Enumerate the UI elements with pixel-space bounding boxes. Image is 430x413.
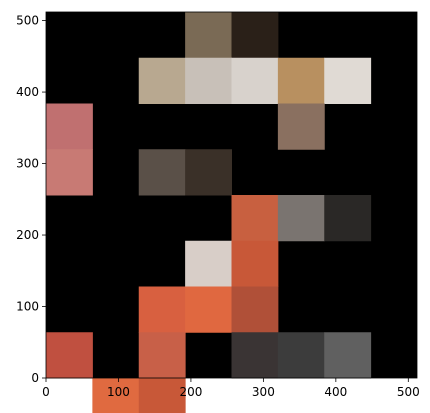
image-tile (185, 286, 232, 333)
x-tick-label: 300 (252, 385, 275, 399)
image-tile (231, 12, 279, 59)
image-tile (138, 149, 186, 196)
x-tick-label: 200 (179, 385, 202, 399)
plot-area (45, 11, 418, 413)
y-tick-label: 500 (16, 14, 39, 28)
image-tile (231, 240, 279, 287)
axes-frame (45, 11, 418, 379)
y-tick-label: 100 (16, 300, 39, 314)
image-tile (46, 149, 93, 196)
x-tick-label: 400 (324, 385, 347, 399)
y-tick-label: 300 (16, 157, 39, 171)
image-tile (277, 332, 325, 379)
image-tile (46, 103, 93, 150)
image-tiles (46, 12, 372, 413)
image-tile (231, 195, 279, 242)
y-axis: 0 100 200 300 400 500 (16, 14, 46, 385)
image-tile (324, 332, 372, 379)
image-tile (138, 286, 186, 333)
image-tile (277, 57, 325, 104)
x-tick-label: 0 (42, 385, 50, 399)
image-tile (185, 240, 232, 287)
x-axis: 0 100 200 300 400 500 (42, 378, 420, 399)
image-tile (138, 378, 186, 413)
image-tile (324, 57, 372, 104)
image-tile (231, 332, 279, 379)
y-tick-label: 0 (31, 371, 39, 385)
x-tick-label: 500 (397, 385, 420, 399)
image-tile (185, 149, 232, 196)
image-tile (92, 378, 140, 413)
image-tile (138, 332, 186, 379)
image-tile (138, 57, 186, 104)
image-tile (324, 195, 372, 242)
image-tile (277, 195, 325, 242)
image-tile (231, 286, 279, 333)
x-tick-label: 100 (107, 385, 130, 399)
y-tick-label: 400 (16, 85, 39, 99)
image-tile (185, 57, 232, 104)
image-tile (277, 103, 325, 150)
image-tile (231, 57, 279, 104)
image-tile (185, 12, 232, 59)
y-tick-label: 200 (16, 228, 39, 242)
image-tile (46, 332, 93, 379)
